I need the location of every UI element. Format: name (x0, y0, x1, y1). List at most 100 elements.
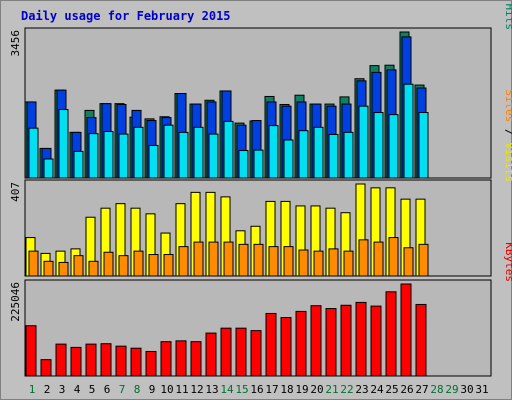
mid-ymax-label: 407 (9, 182, 22, 202)
kbytes-bar-day-1 (25, 325, 37, 377)
kbytes-bar-day-6 (100, 343, 112, 377)
sites-bar-day-23 (358, 239, 369, 277)
top-legend: Pages / Files / Hits (503, 0, 512, 30)
sites-bar-day-16 (253, 243, 264, 277)
sites-bar-day-27 (418, 243, 429, 277)
sites-bar-day-2 (43, 260, 54, 277)
sites-bar-day-7 (118, 255, 129, 277)
day-label-13: 13 (205, 383, 218, 396)
sites-bar-day-21 (328, 248, 339, 277)
kbytes-bar-day-18 (280, 317, 292, 377)
day-label-31: 31 (475, 383, 488, 396)
pages-bar-day-19 (298, 130, 309, 179)
day-label-6: 6 (104, 383, 111, 396)
sites-bar-day-4 (73, 255, 84, 277)
sites-bar-day-3 (58, 261, 69, 277)
legend-kbytes: KBytes (503, 242, 512, 282)
sites-bar-day-12 (193, 241, 204, 277)
day-label-22: 22 (340, 383, 353, 396)
day-label-19: 19 (295, 383, 308, 396)
pages-bar-day-6 (103, 131, 114, 179)
day-label-12: 12 (190, 383, 203, 396)
day-label-24: 24 (370, 383, 384, 396)
sites-bar-day-6 (103, 251, 114, 277)
pages-bar-day-8 (133, 126, 144, 179)
day-label-30: 30 (460, 383, 473, 396)
day-label-3: 3 (59, 383, 66, 396)
kbytes-bar-day-19 (295, 310, 307, 377)
sites-bar-day-13 (208, 241, 219, 277)
day-label-25: 25 (385, 383, 398, 396)
day-label-21: 21 (325, 383, 338, 396)
sites-bar-day-18 (283, 246, 294, 277)
day-label-8: 8 (134, 383, 141, 396)
sites-bar-day-11 (178, 246, 189, 277)
sites-bar-day-5 (88, 260, 99, 277)
pages-bar-day-7 (118, 133, 129, 179)
pages-bar-day-20 (313, 126, 324, 179)
sites-bar-day-26 (403, 247, 414, 277)
top-ymax-label: 3456 (9, 30, 22, 57)
day-label-15: 15 (235, 383, 248, 396)
kbytes-bar-day-4 (70, 346, 82, 377)
sites-bar-day-17 (268, 246, 279, 277)
kbytes-bar-day-22 (340, 304, 352, 377)
kbytes-bar-day-12 (190, 341, 202, 377)
legend-hits: Hits (503, 4, 512, 31)
pages-bar-day-9 (148, 144, 159, 179)
day-label-18: 18 (280, 383, 293, 396)
day-label-20: 20 (310, 383, 323, 396)
legend-visits: Visits (503, 142, 512, 182)
pages-bar-day-16 (253, 149, 264, 179)
pages-bar-day-10 (163, 124, 174, 179)
pages-bar-day-21 (328, 133, 339, 179)
day-label-9: 9 (149, 383, 156, 396)
day-label-14: 14 (220, 383, 234, 396)
kbytes-bar-day-24 (370, 305, 382, 377)
pages-bar-day-12 (193, 126, 204, 179)
kbytes-bar-day-14 (220, 327, 232, 377)
day-label-28: 28 (430, 383, 443, 396)
day-label-5: 5 (89, 383, 96, 396)
kbytes-bar-day-23 (355, 301, 367, 377)
pages-bar-day-18 (283, 139, 294, 179)
sites-bar-day-9 (148, 254, 159, 277)
pages-bar-day-24 (373, 112, 384, 179)
bot-ymax-label: 225046 (9, 282, 22, 322)
sites-bar-day-25 (388, 237, 399, 277)
sites-bar-day-10 (163, 254, 174, 277)
kbytes-bar-day-13 (205, 332, 217, 377)
day-label-1: 1 (29, 383, 36, 396)
pages-bar-day-11 (178, 131, 189, 179)
kbytes-bar-day-2 (40, 359, 52, 377)
day-label-7: 7 (119, 383, 126, 396)
legend-sites: Sites (503, 89, 512, 122)
kbytes-bar-day-9 (145, 350, 157, 377)
sites-bar-day-1 (28, 250, 39, 277)
sites-bar-day-19 (298, 249, 309, 277)
day-label-26: 26 (400, 383, 413, 396)
kbytes-bar-day-5 (85, 343, 97, 377)
kbytes-bar-day-26 (400, 283, 412, 377)
sites-bar-day-14 (223, 241, 234, 277)
sites-bar-day-8 (133, 250, 144, 277)
kbytes-bar-day-15 (235, 327, 247, 377)
day-label-2: 2 (44, 383, 51, 396)
kbytes-bar-day-21 (325, 308, 337, 377)
pages-bar-day-15 (238, 150, 249, 179)
day-label-4: 4 (74, 383, 81, 396)
pages-bar-day-26 (403, 83, 414, 179)
kbytes-bar-day-11 (175, 340, 187, 377)
pages-bar-day-13 (208, 133, 219, 179)
pages-bar-day-5 (88, 133, 99, 179)
sites-bar-day-22 (343, 250, 354, 277)
day-label-29: 29 (445, 383, 458, 396)
day-label-27: 27 (415, 383, 428, 396)
legend--: / (503, 122, 512, 142)
pages-bar-day-27 (418, 112, 429, 179)
pages-bar-day-2 (43, 158, 54, 179)
kbytes-bar-day-10 (160, 341, 172, 377)
day-label-23: 23 (355, 383, 368, 396)
kbytes-bar-day-3 (55, 343, 67, 377)
mid-legend: Sites / Visits (503, 89, 512, 182)
